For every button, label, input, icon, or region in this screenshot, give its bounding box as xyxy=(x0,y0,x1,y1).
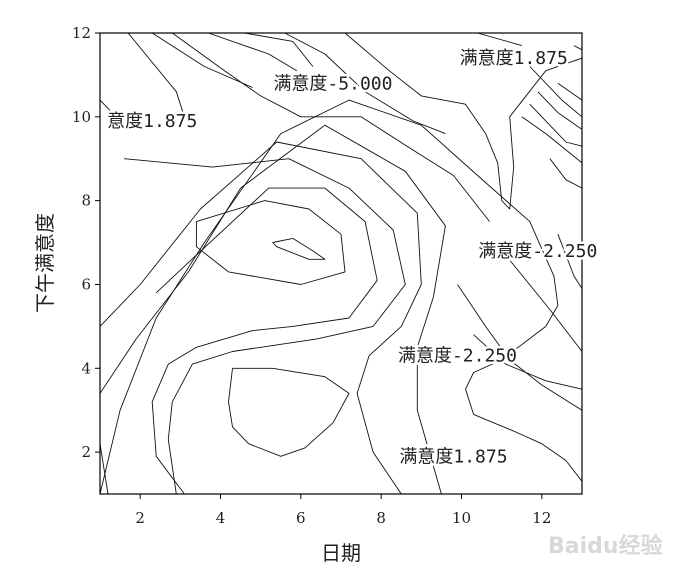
contour-line-bl-1 xyxy=(99,443,109,495)
plot-frame xyxy=(99,32,583,495)
x-tick-label: 4 xyxy=(216,509,226,527)
contour-labels: 满意度1.875 满意度-5.000 意度1.875 满意度-2.250 满意度-2.2… xyxy=(105,46,600,470)
y-tick-label: 10 xyxy=(72,108,91,126)
contour-line-ring-6 xyxy=(99,99,583,495)
contour-label: 满意度1.875 xyxy=(399,446,507,467)
contour-line-tr-6 xyxy=(549,158,583,189)
contour-label: 意度1.875 xyxy=(107,111,197,132)
contour-line-tr-8 xyxy=(521,116,583,164)
contour-line-top-e xyxy=(151,32,253,88)
axis-ticks: 2 4 6 8 10 12 2 4 6 8 10 12 xyxy=(72,24,551,527)
contour-line-top-f xyxy=(208,32,298,72)
contour-line-tr-2 xyxy=(529,66,583,118)
contour-label: 满意度-2.250 xyxy=(478,241,597,262)
contour-line-tr-3 xyxy=(557,82,583,101)
y-tick-label: 12 xyxy=(72,24,91,42)
contour-line-tr-5 xyxy=(529,103,583,147)
contour-line-top-g xyxy=(244,32,314,67)
contour-line-tr-7 xyxy=(573,45,583,51)
contour-line-ring-3 xyxy=(124,158,406,495)
y-tick-label: 2 xyxy=(81,443,91,461)
contour-line-top-neg5 xyxy=(344,32,583,210)
contour-line-right-line-c xyxy=(505,254,583,352)
contour-line-right-line-b xyxy=(473,334,583,390)
contour-line-ring-5 xyxy=(99,124,446,495)
y-axis-title: 下午满意度 xyxy=(33,213,57,313)
x-tick-label: 2 xyxy=(135,509,145,527)
contour-label: 满意度-5.000 xyxy=(273,73,392,94)
watermark-logo: Baidu经验 xyxy=(548,533,663,559)
contour-line-inner-ellipse xyxy=(272,237,326,260)
contour-line-inner-closed-1 xyxy=(195,200,346,285)
contour-line-top-a xyxy=(284,32,446,135)
contour-line-tr-4 xyxy=(537,91,583,130)
contour-line-low-closed xyxy=(228,367,350,457)
contour-line-ring-4 xyxy=(99,141,422,495)
contour-label: 满意度1.875 xyxy=(460,48,568,69)
y-tick-label: 6 xyxy=(81,275,91,293)
x-axis-title: 日期 xyxy=(321,541,361,565)
x-tick-label: 8 xyxy=(376,509,386,527)
contour-line-right-line-d xyxy=(557,234,583,289)
contour-label: 满意度-2.250 xyxy=(398,346,517,367)
x-tick-label: 6 xyxy=(296,509,306,527)
contour-line-right-line-a xyxy=(457,284,583,411)
contour-lines xyxy=(99,32,583,495)
contour-line-top-d xyxy=(99,99,113,113)
contour-line-tr-1 xyxy=(477,32,522,47)
contour-line-top-b xyxy=(172,32,490,222)
x-tick-label: 12 xyxy=(532,509,551,527)
y-tick-label: 4 xyxy=(81,359,91,377)
x-tick-label: 10 xyxy=(452,509,471,527)
contour-line-ring-2 xyxy=(151,187,378,495)
contour-line-top-c xyxy=(127,32,185,117)
y-tick-label: 8 xyxy=(81,192,91,210)
